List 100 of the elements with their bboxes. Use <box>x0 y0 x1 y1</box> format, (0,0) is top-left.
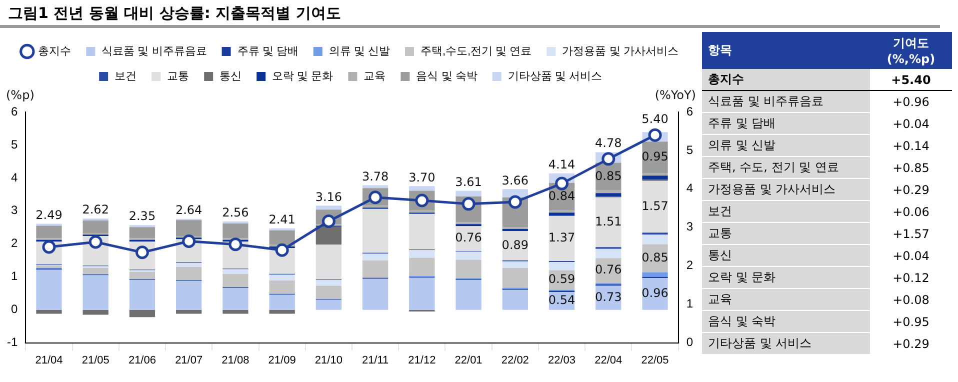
category-label: 통신 <box>702 244 870 266</box>
data-label: 4.14 <box>548 157 576 172</box>
data-label: 0.76 <box>595 262 622 277</box>
y2-axis-title: (%YoY) <box>654 88 696 102</box>
category-label: 오락 및 문화 <box>702 266 870 288</box>
category-label: 의류 및 신발 <box>702 134 870 156</box>
category-label: 보건 <box>702 200 870 222</box>
y2-tick-label: 0 <box>686 335 694 350</box>
data-label: 0.73 <box>595 290 622 304</box>
y2-tick-label: 4 <box>686 181 694 196</box>
legend-label: 의류 및 신발 <box>328 46 390 58</box>
text: +0.96 <box>892 94 930 108</box>
legend-label: 교통 <box>167 70 190 83</box>
legend-label: 오락 및 문화 <box>272 70 334 83</box>
y2-tick-label: 3 <box>686 220 694 234</box>
data-label: 1.37 <box>548 230 576 245</box>
y-tick-label: 3 <box>10 203 18 218</box>
y-tick-label: 6 <box>10 104 18 118</box>
data-label: 0.85 <box>595 168 622 183</box>
text: 항목 <box>702 32 870 69</box>
data-label: 3.61 <box>455 174 482 189</box>
x-tick-label: 22/02 <box>501 354 529 366</box>
legend-label: 통신 <box>220 70 242 83</box>
data-label: 1.57 <box>642 198 668 213</box>
data-label: 2.64 <box>175 202 202 217</box>
legend-label: 기타상품 및 서비스 <box>508 70 602 83</box>
category-label: 총지수 <box>702 69 870 90</box>
x-tick-label: 22/01 <box>454 354 482 366</box>
y2-tick-label: 5 <box>686 142 694 157</box>
data-label: 0.76 <box>455 230 482 245</box>
y2-tick-label: 6 <box>686 104 694 118</box>
data-label: 0.54 <box>548 293 576 308</box>
x-tick-label: 21/09 <box>268 354 296 366</box>
data-label: 3.70 <box>408 170 436 184</box>
legend-label: 주택,수도,전기 및 연료 <box>420 46 532 58</box>
text: +0.29 <box>892 336 930 350</box>
x-tick-label: 21/12 <box>408 354 436 366</box>
legend-label: 음식 및 숙박 <box>416 70 478 83</box>
data-label: 2.41 <box>268 212 296 227</box>
x-tick-label: 21/11 <box>362 354 389 366</box>
category-label: 식료품 및 비주류음료 <box>702 90 870 112</box>
text: +1.57 <box>892 226 930 240</box>
legend-label: 보건 <box>114 70 137 83</box>
x-tick-label: 21/08 <box>222 354 250 366</box>
y-axis-title: (%p) <box>6 88 34 102</box>
x-tick-label: 21/05 <box>82 354 110 366</box>
data-label: 5.40 <box>642 112 668 126</box>
x-tick-label: 22/03 <box>548 354 576 366</box>
data-label: 3.66 <box>502 173 529 188</box>
data-label: 0.84 <box>548 188 576 203</box>
text: +0.04 <box>892 116 930 130</box>
legend-label: 교육 <box>364 70 386 83</box>
x-tick-label: 22/05 <box>641 354 669 366</box>
category-label: 주택, 수도, 전기 및 연료 <box>702 156 870 178</box>
x-tick-label: 21/10 <box>314 354 342 366</box>
text: 기여도 (%,%p) <box>870 32 952 69</box>
category-label: 음식 및 숙박 <box>702 310 870 332</box>
category-label: 교통 <box>702 222 870 244</box>
data-label: 0.96 <box>642 286 668 300</box>
y-tick-label: 4 <box>10 170 18 184</box>
text: +0.95 <box>892 314 930 328</box>
chart-title: 그림1 전년 동월 대비 상승률: 지출목적별 기여도 <box>0 0 940 28</box>
category-label: 교육 <box>702 288 870 310</box>
legend-label: 식료품 및 비주류음료 <box>102 46 207 58</box>
y2-tick-label: 2 <box>686 258 694 272</box>
data-label: 2.49 <box>36 208 62 222</box>
category-label: 가정용품 및 가사서비스 <box>702 178 870 200</box>
y2-tick-label: 1 <box>686 296 694 311</box>
category-label: 주류 및 담배 <box>702 112 870 134</box>
legend-label: 주류 및 담배 <box>237 46 298 58</box>
data-label: 4.78 <box>595 136 622 150</box>
text: +0.12 <box>892 270 930 284</box>
y-tick-label: 5 <box>10 137 18 152</box>
x-tick-label: 21/07 <box>175 354 203 366</box>
x-tick-label: 22/04 <box>594 354 622 366</box>
x-tick-label: 21/04 <box>35 354 63 366</box>
data-label: 0.59 <box>548 272 576 286</box>
data-label: 0.95 <box>642 149 668 164</box>
y-tick-label: 2 <box>10 236 18 250</box>
text: +0.85 <box>892 160 930 174</box>
text: +0.04 <box>892 248 930 262</box>
text: +5.40 <box>891 72 931 86</box>
y-tick-label: 1 <box>10 269 18 284</box>
data-label: 1.51 <box>595 214 622 228</box>
text: +0.14 <box>892 138 930 152</box>
data-label: 0.89 <box>502 238 529 252</box>
data-label: 0.85 <box>642 250 668 264</box>
data-label: 3.78 <box>362 169 389 184</box>
legend-label: 총지수 <box>38 46 72 58</box>
data-label: 3.16 <box>315 190 342 204</box>
legend-label: 가정용품 및 가사서비스 <box>562 46 678 58</box>
x-tick-label: 21/06 <box>128 354 156 366</box>
text: +0.08 <box>892 292 930 306</box>
category-label: 기타상품 및 서비스 <box>702 332 870 354</box>
text: +0.06 <box>892 204 930 218</box>
text: +0.29 <box>892 182 930 196</box>
y-tick-label: 0 <box>10 302 18 316</box>
y-tick-label: -1 <box>7 335 18 350</box>
data-label: 2.62 <box>82 202 109 217</box>
data-label: 2.56 <box>222 206 249 220</box>
